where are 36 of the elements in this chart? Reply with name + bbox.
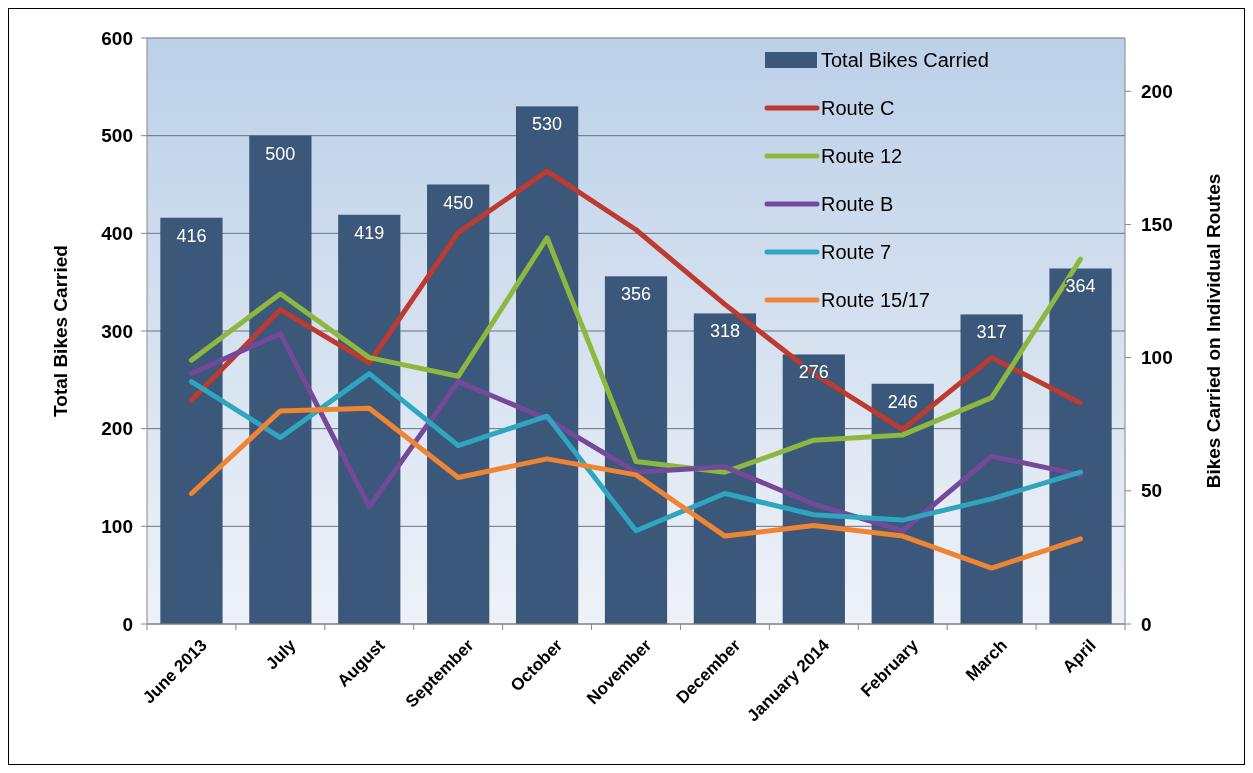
bar	[249, 135, 312, 624]
data-label: 356	[620, 284, 652, 305]
y-tick-label: 100	[101, 515, 133, 537]
legend-label: Route 15/17	[821, 289, 930, 311]
y-tick-label: 600	[101, 27, 133, 49]
data-label: 450	[443, 192, 474, 213]
y2-tick-label: 100	[1141, 347, 1173, 369]
bar	[693, 313, 757, 624]
y2-tick-label: 0	[1141, 613, 1152, 635]
y-axis-title: Total Bikes Carried	[50, 245, 71, 417]
y-tick-label: 0	[122, 613, 133, 635]
legend-label: Route 12	[821, 145, 903, 167]
legend-label: Route C	[821, 97, 895, 119]
data-label: 416	[176, 225, 207, 246]
legend-label: Total Bikes Carried	[821, 49, 989, 71]
legend-label: Route 7	[821, 241, 892, 263]
data-label: 530	[532, 114, 563, 135]
legend-label: Route B	[821, 193, 894, 215]
data-label: 419	[354, 222, 385, 243]
y-tick-label: 400	[101, 222, 133, 244]
bar	[427, 184, 490, 624]
data-label: 364	[1065, 276, 1096, 297]
data-label: 318	[709, 321, 740, 342]
y2-tick-label: 50	[1141, 480, 1163, 502]
y-tick-label: 300	[101, 320, 133, 342]
bar	[515, 106, 579, 624]
bar	[160, 217, 223, 624]
bar	[1049, 268, 1112, 624]
data-label: 317	[976, 322, 1007, 343]
y2-tick-label: 150	[1141, 214, 1173, 236]
data-label: 500	[265, 143, 296, 164]
data-label: 246	[887, 391, 918, 412]
y2-axis-title: Bikes Carried on Individual Routes	[1203, 173, 1224, 489]
y2-tick-label: 200	[1141, 80, 1173, 102]
y-tick-label: 500	[101, 125, 133, 147]
y-tick-label: 200	[101, 418, 133, 440]
